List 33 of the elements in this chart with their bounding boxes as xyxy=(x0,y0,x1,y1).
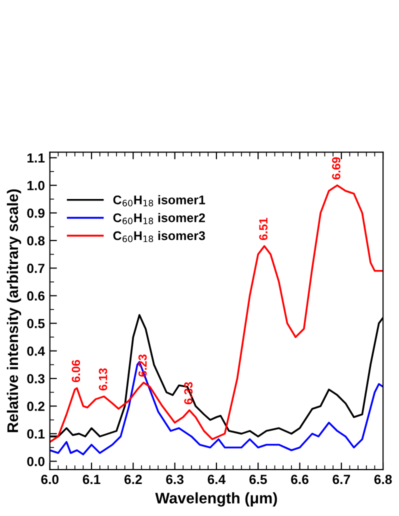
x-tick-label: 6.3 xyxy=(166,474,184,484)
x-axis-title: Wavelength (μm) xyxy=(155,492,277,507)
y-tick-label: 0.8 xyxy=(27,236,45,246)
x-tick-label: 6.2 xyxy=(124,474,142,484)
annotation: 6.06 xyxy=(72,360,80,382)
annotation: 6.23 xyxy=(138,354,147,377)
x-tick-label: 6.0 xyxy=(41,474,59,484)
x-tick-label: 6.6 xyxy=(291,474,308,484)
y-tick-label: 0.2 xyxy=(27,402,44,412)
x-tick-label: 6.4 xyxy=(208,474,226,484)
y-axis-title: Relative intensity (arbitrary scale) xyxy=(6,189,22,432)
annotation: 6.69 xyxy=(332,157,340,180)
y-tick-label: 1.1 xyxy=(28,153,45,163)
y-tick-label: 0.1 xyxy=(27,429,45,439)
y-tick-label: 0.5 xyxy=(27,318,45,328)
y-tick-label: 0.6 xyxy=(27,291,45,301)
y-tick-label: 0.9 xyxy=(27,208,45,218)
legend-label: C$_{60}$H$_{18}$ isomer3 xyxy=(113,230,205,242)
annotation: 6.13 xyxy=(98,368,108,390)
y-tick-label: 0.7 xyxy=(27,264,44,274)
legend-label: C$_{60}$H$_{18}$ isomer2 xyxy=(113,213,205,224)
x-tick-label: 6.7 xyxy=(332,474,350,484)
y-tick-label: 0.0 xyxy=(27,456,44,466)
y-tick-label: 0.4 xyxy=(27,346,45,356)
annotation: 6.51 xyxy=(259,218,268,240)
x-tick-label: 6.1 xyxy=(82,474,100,484)
line-series xyxy=(50,184,384,443)
x-tick-label: 6.5 xyxy=(249,474,267,484)
y-tick-label: 0.3 xyxy=(27,374,45,384)
x-tick-label: 6.8 xyxy=(374,474,392,484)
y-tick-label: 1.0 xyxy=(28,180,44,190)
legend-label: C$_{60}$H$_{18}$ isomer1 xyxy=(113,195,206,206)
annotation: 6.33 xyxy=(184,382,193,404)
